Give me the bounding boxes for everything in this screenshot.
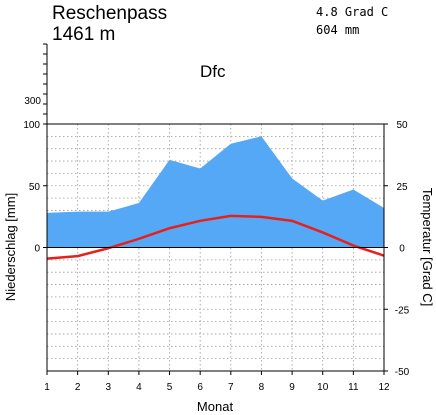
- x-tick-label: 7: [228, 382, 234, 393]
- climate-class: Dfc: [200, 62, 226, 81]
- x-tick-label: 10: [317, 382, 329, 393]
- temperature-line: [46, 214, 385, 260]
- left-tick-label: 100: [23, 120, 40, 131]
- x-tick-label: 1: [44, 382, 50, 393]
- x-tick-label: 8: [259, 382, 265, 393]
- x-tick-label: 11: [348, 382, 359, 393]
- left-tick-label: 0: [34, 244, 40, 255]
- x-tick-label: 2: [75, 382, 81, 393]
- right-tick-label: 25: [396, 182, 408, 193]
- x-axis-label: Monat: [197, 399, 234, 414]
- x-tick-label: 3: [105, 382, 111, 393]
- right-tick-label: -50: [395, 367, 410, 378]
- precipitation-area-layer: [46, 136, 385, 248]
- precipitation-area: [47, 136, 384, 248]
- x-tick-label: 5: [167, 382, 173, 393]
- upper-axis-label: 300: [24, 96, 41, 107]
- x-tick-label: 12: [378, 382, 390, 393]
- right-tick-label: -25: [395, 305, 410, 316]
- right-tick-label: 50: [396, 120, 408, 131]
- station-elevation: 1461 m: [52, 24, 115, 45]
- left-axis-label: Niederschlag [mm]: [3, 193, 18, 301]
- annual-precipitation: 604 mm: [316, 23, 359, 37]
- left-tick-label: 50: [29, 182, 41, 193]
- station-name: Reschenpass: [52, 3, 167, 24]
- x-tick-label: 6: [197, 382, 203, 393]
- mean-temperature: 4.8 Grad C: [316, 5, 388, 19]
- x-tick-label: 9: [289, 382, 295, 393]
- x-tick-label: 4: [136, 382, 142, 393]
- temperature-line-layer: [46, 214, 385, 260]
- right-axis-label: Temperatur [Grad C]: [420, 188, 435, 307]
- right-tick-label: 0: [399, 244, 405, 255]
- upper-precipitation-axis: 300: [24, 43, 48, 124]
